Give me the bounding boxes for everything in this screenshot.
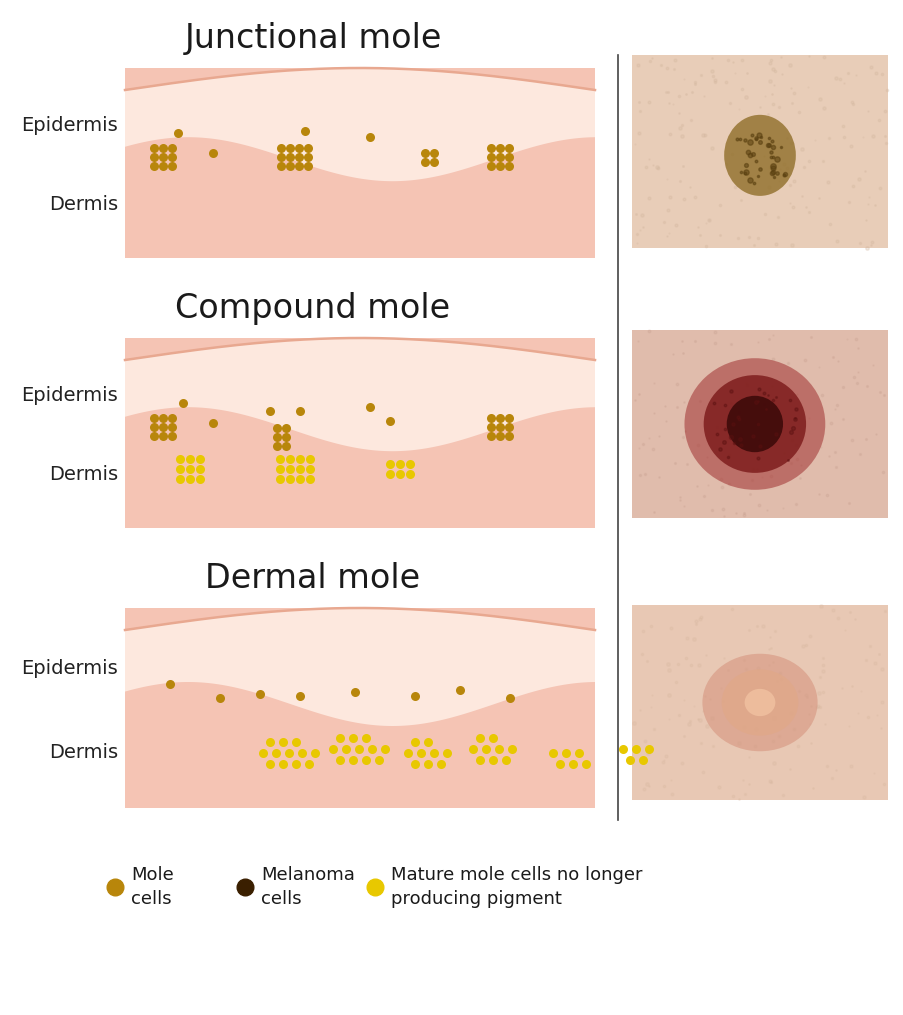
Text: Epidermis: Epidermis: [22, 116, 118, 135]
Ellipse shape: [723, 115, 795, 196]
Ellipse shape: [721, 669, 797, 736]
Ellipse shape: [702, 654, 816, 751]
Bar: [631, 330, 887, 518]
Text: Dermis: Dermis: [49, 195, 118, 214]
Text: Mature mole cells no longer
producing pigment: Mature mole cells no longer producing pi…: [391, 866, 642, 908]
Bar: [631, 605, 887, 800]
Polygon shape: [125, 608, 594, 726]
Text: Compound mole: Compound mole: [175, 291, 450, 325]
Polygon shape: [125, 338, 594, 452]
Ellipse shape: [703, 376, 805, 473]
Ellipse shape: [744, 689, 775, 717]
Bar: [125, 608, 594, 808]
Text: Dermis: Dermis: [49, 465, 118, 484]
Text: Junctional mole: Junctional mole: [184, 21, 442, 55]
Ellipse shape: [726, 396, 782, 453]
Bar: [631, 55, 887, 248]
Text: Dermis: Dermis: [49, 743, 118, 761]
Text: Epidermis: Epidermis: [22, 659, 118, 677]
Ellipse shape: [684, 358, 824, 490]
Text: Epidermis: Epidermis: [22, 386, 118, 405]
Text: Mole
cells: Mole cells: [131, 866, 173, 908]
Bar: [125, 338, 594, 528]
Text: Dermal mole: Dermal mole: [205, 561, 420, 595]
Polygon shape: [125, 68, 594, 182]
Text: Melanoma
cells: Melanoma cells: [261, 866, 355, 908]
Bar: [125, 68, 594, 258]
